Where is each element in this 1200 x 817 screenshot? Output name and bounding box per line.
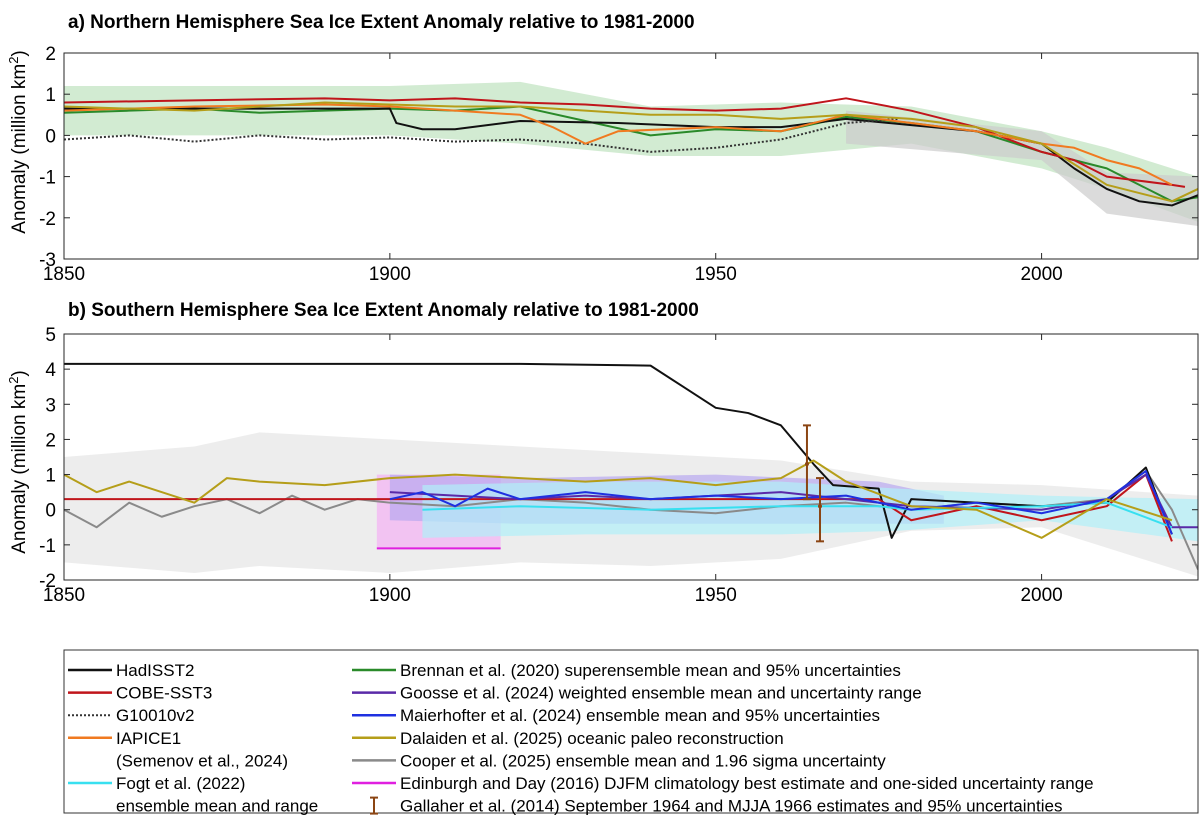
series-line-6 (389, 470, 1173, 535)
series-line-4 (64, 103, 1173, 186)
legend-label: HadISST2 (116, 661, 194, 680)
series-line-3 (64, 117, 899, 153)
panel-b-ylabel: Anomaly (million km2) (6, 370, 30, 554)
legend-item: (Semenov et al., 2024) (116, 751, 288, 770)
plot-area-1 (64, 362, 1198, 577)
x-tick-label: 1900 (369, 264, 411, 285)
panel-b-ylabel-sup: 2 (6, 377, 21, 384)
svg-text:Anomaly (million km2): Anomaly (million km2) (6, 370, 30, 554)
y-tick-label: 1 (45, 85, 56, 106)
legend-label: ensemble mean and range (116, 797, 318, 816)
legend-item: Gallaher et al. (2014) September 1964 an… (370, 796, 1062, 816)
y-tick-label: 4 (45, 360, 56, 381)
legend-item: Goosse et al. (2024) weighted ensemble m… (352, 684, 922, 703)
y-tick-label: 0 (45, 126, 56, 147)
legend-label: IAPICE1 (116, 729, 181, 748)
legend-label: Brennan et al. (2020) superensemble mean… (400, 661, 901, 680)
series-line-5 (64, 101, 1198, 203)
y-tick-label: -3 (39, 250, 56, 271)
y-tick-label: -2 (39, 571, 56, 592)
legend: HadISST2 COBE-SST3 G10010v2 IAPICE1 (Semenov… (68, 661, 1094, 816)
series-line-0 (64, 105, 1198, 203)
panel-a-title: a) Northern Hemisphere Sea Ice Extent An… (68, 12, 695, 33)
legend-label: Gallaher et al. (2014) September 1964 an… (400, 797, 1062, 816)
x-tick-label: 1900 (369, 585, 411, 606)
y-tick-label: -2 (39, 209, 56, 230)
y-tick-label: 2 (45, 430, 56, 451)
plot-area-0 (64, 81, 1198, 227)
legend-item: COBE-SST3 (68, 684, 212, 703)
legend-item: Brennan et al. (2020) superensemble mean… (352, 661, 901, 680)
legend-item: Cooper et al. (2025) ensemble mean and 1… (352, 751, 886, 770)
panel-b-ylabel-close: ) (9, 370, 30, 376)
series-line-7 (64, 459, 1173, 539)
legend-label: Fogt et al. (2022) (116, 774, 245, 793)
panel-b-title: b) Southern Hemisphere Sea Ice Extent An… (68, 300, 699, 321)
legend-label: COBE-SST3 (116, 684, 212, 703)
y-tick-label: 0 (45, 501, 56, 522)
panel-b-plot: 1850 1900 1950 2000 -2 -1 0 1 2 3 4 5 (39, 325, 1199, 606)
band-1 (846, 110, 1198, 227)
legend-item: Maierhofter et al. (2024) ensemble mean … (352, 706, 880, 725)
legend-item: Edinburgh and Day (2016) DJFM climatolog… (352, 774, 1094, 793)
panel-a-ylabel-text: Anomaly (million km (9, 64, 30, 234)
panel-a-ylabel-sup: 2 (6, 57, 21, 64)
panel-a-ylabel-close: ) (9, 50, 30, 56)
legend-label: (Semenov et al., 2024) (116, 751, 288, 770)
x-tick-label: 2000 (1020, 585, 1062, 606)
y-tick-label: -1 (39, 168, 56, 189)
y-tick-label: 1 (45, 466, 56, 487)
y-tick-label: 5 (45, 325, 56, 346)
panel-a-ylabel: Anomaly (million km2) (6, 50, 30, 234)
x-tick-label: 1950 (695, 585, 737, 606)
legend-item: Dalaiden et al. (2025) oceanic paleo rec… (352, 729, 784, 748)
panel-b-ylabel-text: Anomaly (million km (9, 384, 30, 554)
svg-text:Anomaly (million km2): Anomaly (million km2) (6, 50, 30, 234)
legend-label: Goosse et al. (2024) weighted ensemble m… (400, 684, 922, 703)
error-bar-0-1 (816, 477, 824, 543)
legend-label: Edinburgh and Day (2016) DJFM climatolog… (400, 774, 1094, 793)
panel-a-plot: 1850 1900 1950 2000 -3 -2 -1 0 1 2 (39, 44, 1199, 285)
series-line-2 (64, 97, 1186, 188)
legend-label: Maierhofter et al. (2024) ensemble mean … (400, 706, 880, 725)
y-tick-label: 3 (45, 395, 56, 416)
legend-label: G10010v2 (116, 706, 194, 725)
legend-item: Fogt et al. (2022) (68, 774, 245, 793)
legend-item: ensemble mean and range (116, 797, 318, 816)
legend-item: IAPICE1 (68, 729, 181, 748)
legend-item: HadISST2 (68, 661, 194, 680)
x-tick-label: 1850 (43, 585, 85, 606)
error-bar-0-0 (802, 424, 811, 501)
axes-frame-0 (63, 52, 1199, 260)
x-tick-label: 1950 (695, 264, 737, 285)
legend-label: Dalaiden et al. (2025) oceanic paleo rec… (400, 729, 784, 748)
legend-box (63, 649, 1199, 814)
legend-label: Cooper et al. (2025) ensemble mean and 1… (400, 751, 886, 770)
band-0 (64, 81, 1198, 222)
y-tick-label: -1 (39, 536, 56, 557)
axes-frame-1 (63, 333, 1199, 581)
x-tick-label: 2000 (1020, 264, 1062, 285)
series-line-2 (64, 473, 1173, 542)
y-tick-label: 2 (45, 44, 56, 65)
x-tick-label: 1850 (43, 264, 85, 285)
legend-item: G10010v2 (68, 706, 194, 725)
